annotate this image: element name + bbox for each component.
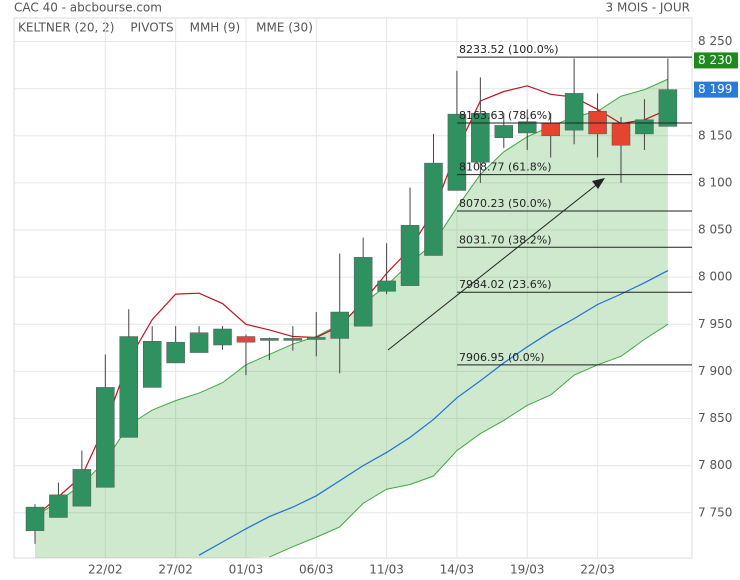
fib-label: 8163.63 (78.6%) [459, 109, 552, 122]
y-tick-label: 7 850 [698, 411, 732, 425]
candle-body [517, 121, 537, 134]
candle-body [541, 123, 560, 137]
candle-body [189, 332, 209, 353]
fib-label: 8031.70 (38.2%) [459, 233, 552, 246]
candle-body [471, 112, 490, 163]
candle-body [119, 336, 139, 438]
y-tick-label: 7 750 [698, 505, 732, 519]
candle-body [96, 387, 115, 488]
x-tick-label: 01/03 [229, 563, 264, 577]
candle-body [25, 506, 45, 531]
keltner-lower [269, 323, 669, 558]
legend-entry: KELTNER (20, 2) [18, 21, 114, 35]
period: 3 MOIS - JOUR [606, 1, 690, 15]
candle-body [353, 257, 373, 327]
arrow [387, 181, 601, 351]
x-tick-label: 27/02 [158, 563, 193, 577]
candle-body [307, 337, 326, 340]
candle-body [213, 328, 232, 346]
plot-frame [13, 17, 693, 559]
keltner-band [35, 79, 668, 559]
y-tick-label: 7 800 [698, 458, 732, 472]
price-label-box [694, 81, 738, 98]
candle-body [658, 89, 678, 127]
candle-body [283, 338, 303, 341]
y-tick-label: 8 050 [698, 223, 732, 237]
candle-body [236, 336, 256, 343]
candle-body [49, 494, 68, 518]
fib-label: 8233.52 (100.0%) [459, 43, 559, 56]
x-tick-label: 22/02 [88, 563, 123, 577]
chart-title: CAC 40 - abcbourse.com [14, 1, 162, 15]
candle-body [166, 341, 185, 364]
candle-body [142, 340, 162, 388]
fib-label: 8108.77 (61.8%) [459, 161, 552, 174]
x-tick-label: 06/03 [299, 563, 334, 577]
series-line [198, 270, 669, 556]
y-tick-label: 8 100 [698, 175, 732, 189]
candle-body [564, 93, 584, 131]
series-line [34, 85, 669, 517]
candle-body [424, 162, 443, 256]
candle-body [400, 225, 420, 286]
candle-body [377, 280, 396, 292]
fib-label: 7906.95 (0.0%) [459, 351, 545, 364]
legend-entry: MMH (9) [190, 21, 241, 35]
price-label: 8 199 [698, 82, 732, 96]
y-tick-label: 8 250 [698, 34, 732, 48]
candle-body [494, 125, 514, 138]
x-tick-label: 11/03 [369, 563, 404, 577]
candle-body [611, 123, 631, 146]
price-label-box [694, 52, 738, 69]
arrow-head [592, 178, 605, 189]
candle-body [447, 113, 467, 191]
y-tick-label: 7 950 [698, 317, 732, 331]
y-tick-label: 8 000 [698, 270, 732, 284]
legend-entry: PIVOTS [130, 21, 173, 35]
candle-body [260, 338, 279, 341]
legend-entry: MME (30) [256, 21, 313, 35]
y-tick-label: 7 900 [698, 364, 732, 378]
candle-body [72, 469, 92, 507]
x-tick-label: 14/03 [440, 563, 475, 577]
fib-label: 7984.02 (23.6%) [459, 278, 552, 291]
price-label: 8 230 [698, 53, 732, 67]
fib-label: 8070.23 (50.0%) [459, 197, 552, 210]
x-tick-label: 22/03 [580, 563, 615, 577]
y-tick-label: 8 150 [698, 128, 732, 142]
candle-body [330, 311, 349, 339]
x-tick-label: 19/03 [510, 563, 545, 577]
candle-body [635, 119, 654, 135]
